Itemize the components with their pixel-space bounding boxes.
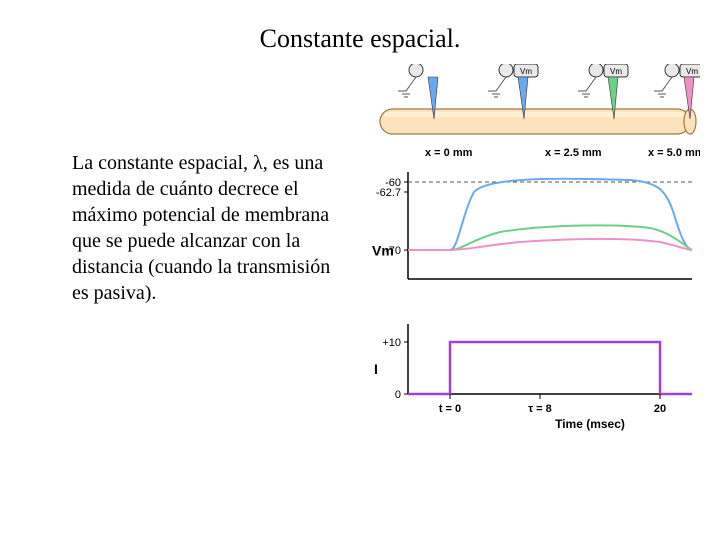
svg-text:Time (msec): Time (msec) [555,417,625,431]
svg-text:Vm: Vm [520,67,532,76]
page-title: Constante espacial. [0,24,720,54]
svg-text:x = 2.5 mm: x = 2.5 mm [545,147,602,159]
svg-text:τ = 8: τ = 8 [528,403,552,415]
svg-text:x = 5.0 mm: x = 5.0 mm [648,147,700,159]
svg-text:I: I [374,361,378,377]
svg-text:t = 0: t = 0 [439,403,461,415]
svg-text:x = 0 mm: x = 0 mm [425,147,473,159]
svg-text:0: 0 [395,389,401,401]
svg-text:-62.7: -62.7 [376,187,401,199]
svg-text:20: 20 [654,403,666,415]
svg-text:Vm: Vm [610,67,622,76]
svg-text:Vm: Vm [372,243,394,259]
diagram: VmVmVmx = 0 mmx = 2.5 mmx = 5.0 mm-60-62… [370,64,700,484]
svg-text:Vm: Vm [686,67,698,76]
description-paragraph: La constante espacial, λ, es una medida … [72,150,342,306]
svg-text:+10: +10 [382,337,401,349]
